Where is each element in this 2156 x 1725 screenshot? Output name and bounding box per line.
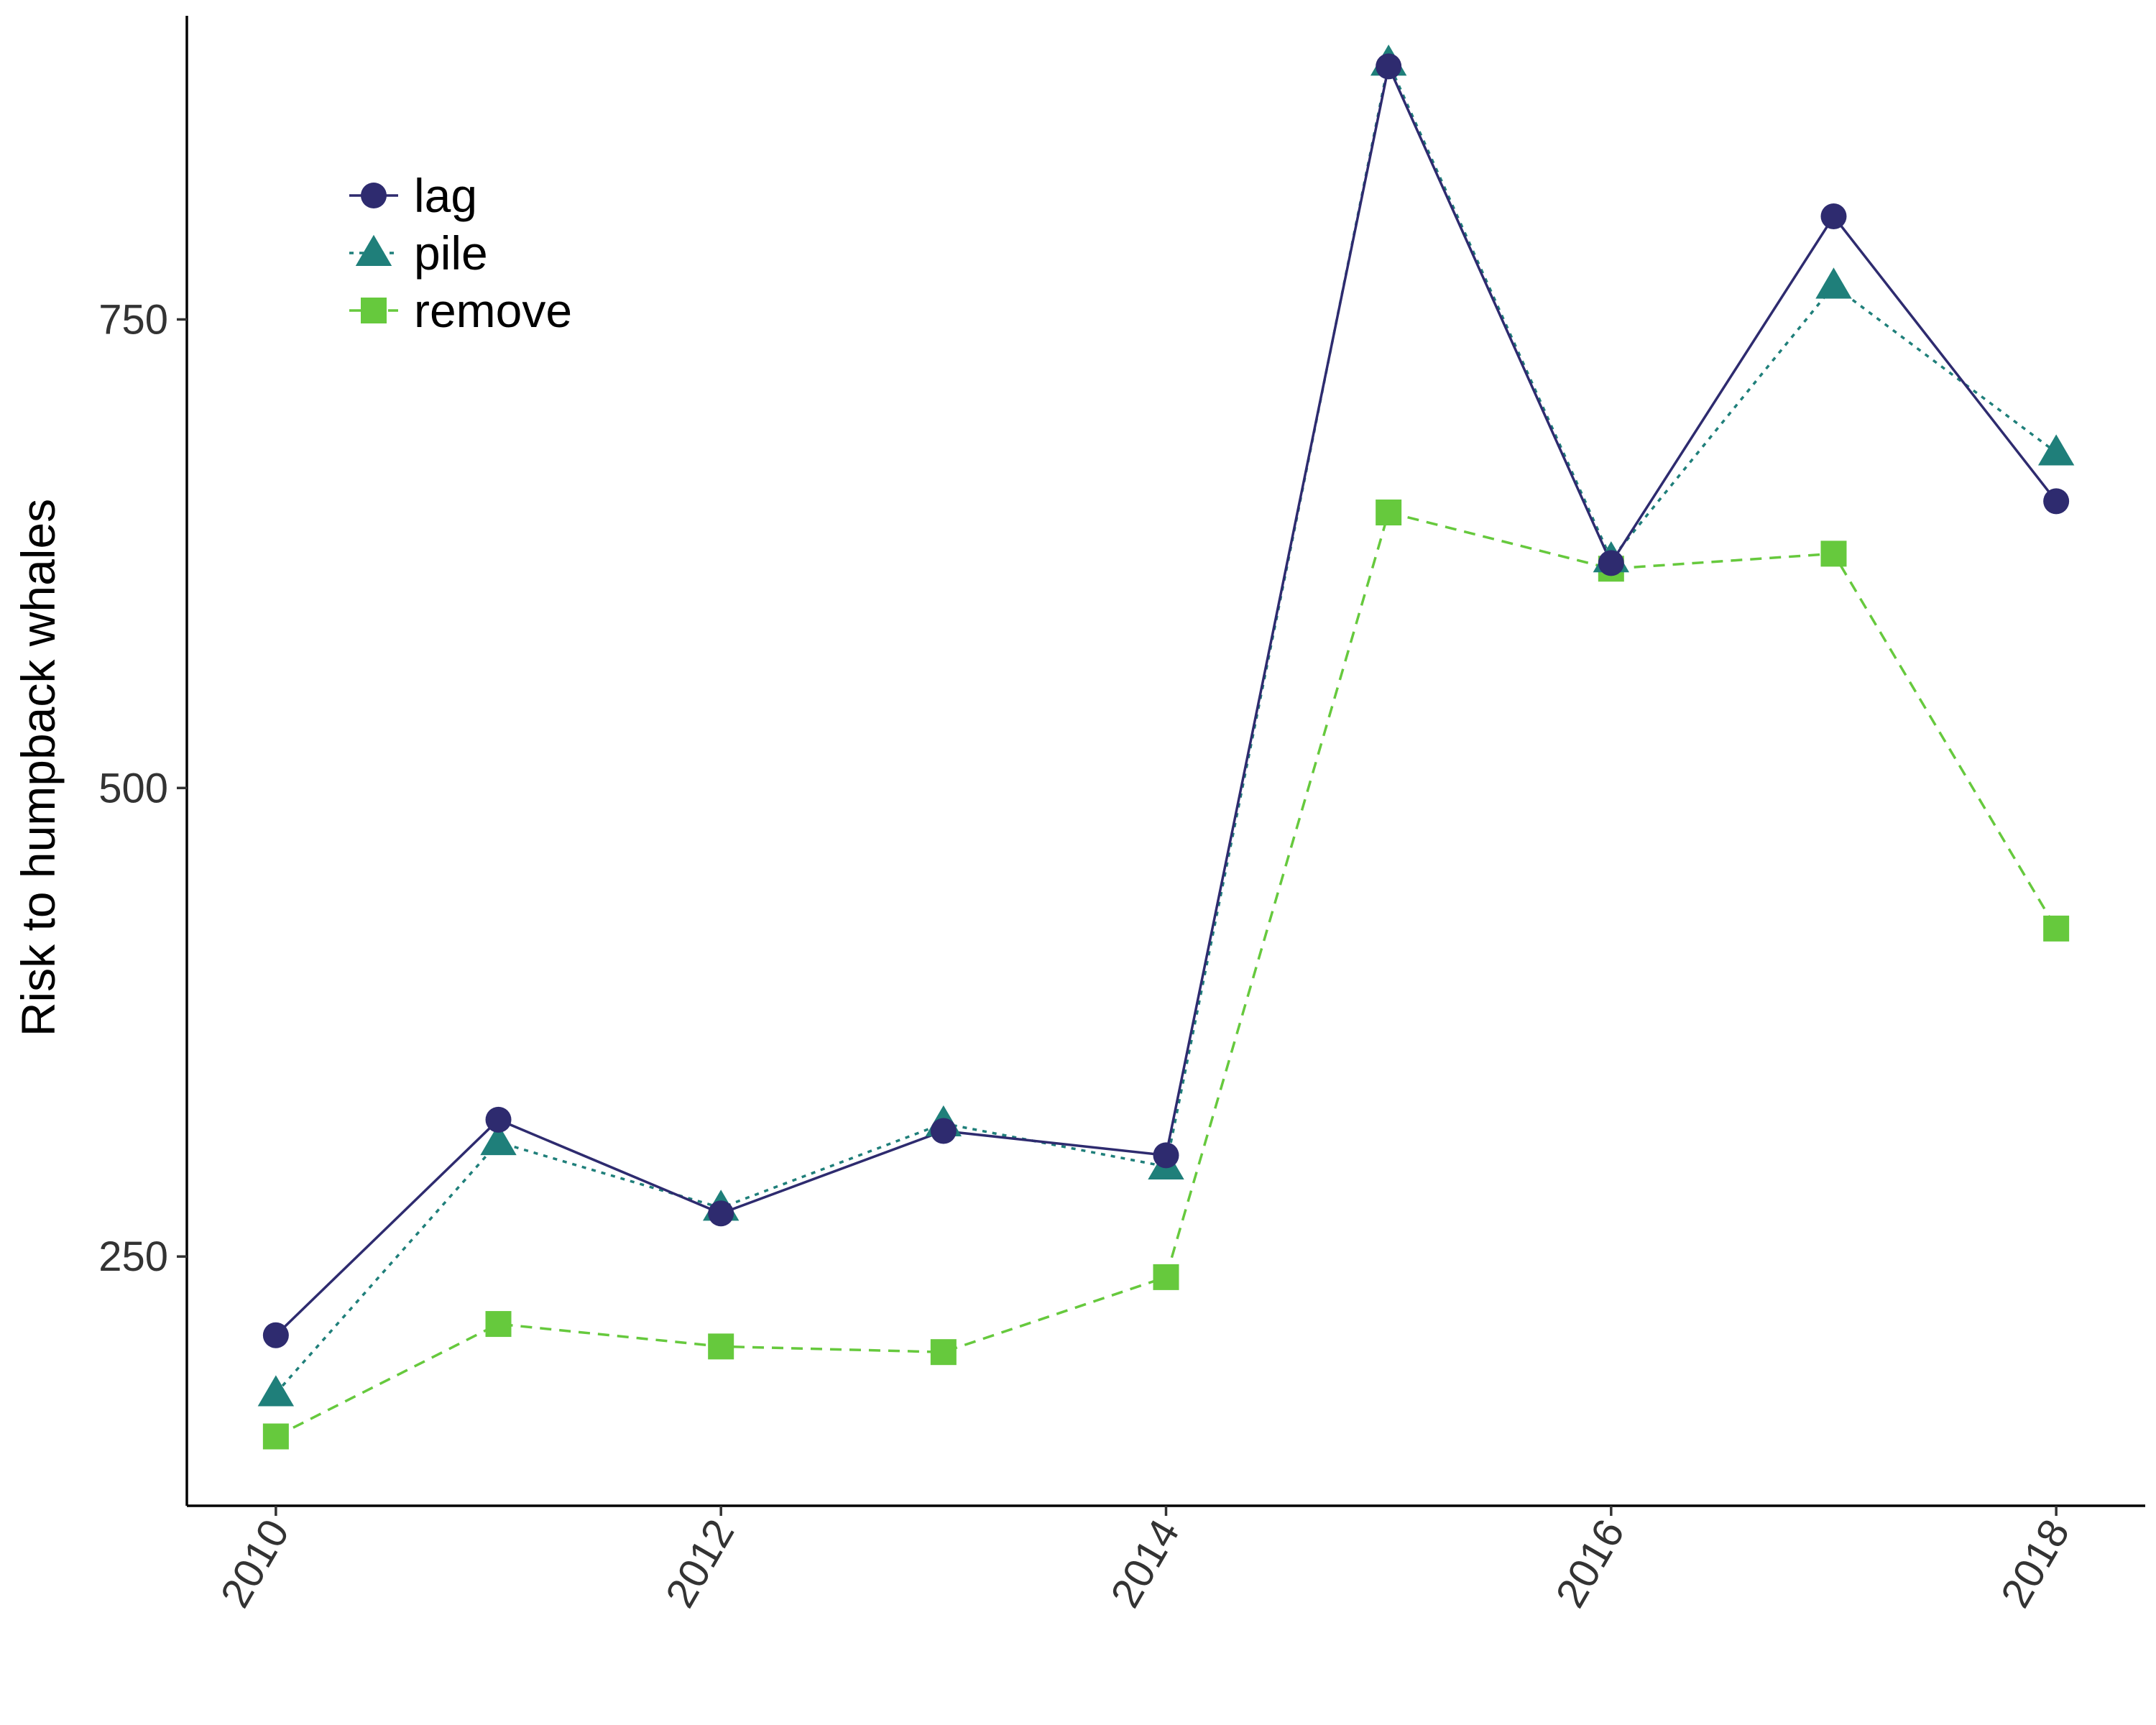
y-axis-title: Risk to humpback whales bbox=[11, 499, 65, 1036]
data-point-lag-2018 bbox=[2043, 488, 2070, 515]
data-point-lag-2010 bbox=[262, 1322, 289, 1348]
data-point-lag-2013 bbox=[930, 1118, 957, 1144]
data-point-pile-2017 bbox=[1815, 267, 1852, 299]
series-line-remove bbox=[275, 510, 2058, 1438]
data-point-remove-2013 bbox=[930, 1339, 957, 1366]
legend-label-lag: lag bbox=[414, 169, 477, 222]
legend-marker-remove bbox=[361, 298, 387, 323]
data-point-remove-2010 bbox=[262, 1423, 289, 1450]
series-line-pile bbox=[275, 58, 2058, 1394]
legend-label-pile: pile bbox=[414, 226, 488, 280]
legend-marker-lag bbox=[361, 183, 387, 208]
legend-label-remove: remove bbox=[414, 284, 572, 337]
data-point-remove-2017 bbox=[1820, 540, 1847, 567]
data-point-remove-2011 bbox=[485, 1311, 512, 1338]
data-point-pile-2018 bbox=[2037, 434, 2075, 466]
y-tick-label-750: 750 bbox=[98, 296, 168, 343]
legend-marker-pile bbox=[355, 234, 392, 266]
data-point-lag-2017 bbox=[1820, 203, 1847, 230]
axes: 250 500 750 2010 2012 2014 2016 2018 bbox=[98, 16, 2145, 1615]
x-tick-label-2018: 2018 bbox=[1992, 1512, 2079, 1615]
plot-lines bbox=[275, 58, 2058, 1438]
data-point-remove-2012 bbox=[708, 1333, 734, 1360]
y-tick-label-500: 500 bbox=[98, 765, 168, 811]
data-point-remove-2015 bbox=[1376, 500, 1402, 525]
data-point-pile-2011 bbox=[480, 1123, 517, 1156]
x-tick-label-2016: 2016 bbox=[1547, 1512, 1634, 1615]
data-point-remove-2014 bbox=[1153, 1264, 1179, 1290]
data-point-remove-2018 bbox=[2043, 915, 2070, 942]
x-tick-label-2014: 2014 bbox=[1102, 1512, 1189, 1615]
plot-markers bbox=[257, 44, 2075, 1450]
data-point-pile-2010 bbox=[257, 1375, 295, 1407]
x-tick-label-2012: 2012 bbox=[657, 1512, 744, 1615]
y-tick-label-250: 250 bbox=[98, 1233, 168, 1280]
data-point-lag-2015 bbox=[1376, 53, 1402, 80]
data-point-lag-2014 bbox=[1153, 1142, 1179, 1169]
data-point-lag-2011 bbox=[485, 1106, 512, 1133]
data-point-lag-2012 bbox=[708, 1200, 734, 1227]
x-tick-label-2010: 2010 bbox=[211, 1512, 298, 1615]
data-point-lag-2016 bbox=[1598, 550, 1624, 576]
